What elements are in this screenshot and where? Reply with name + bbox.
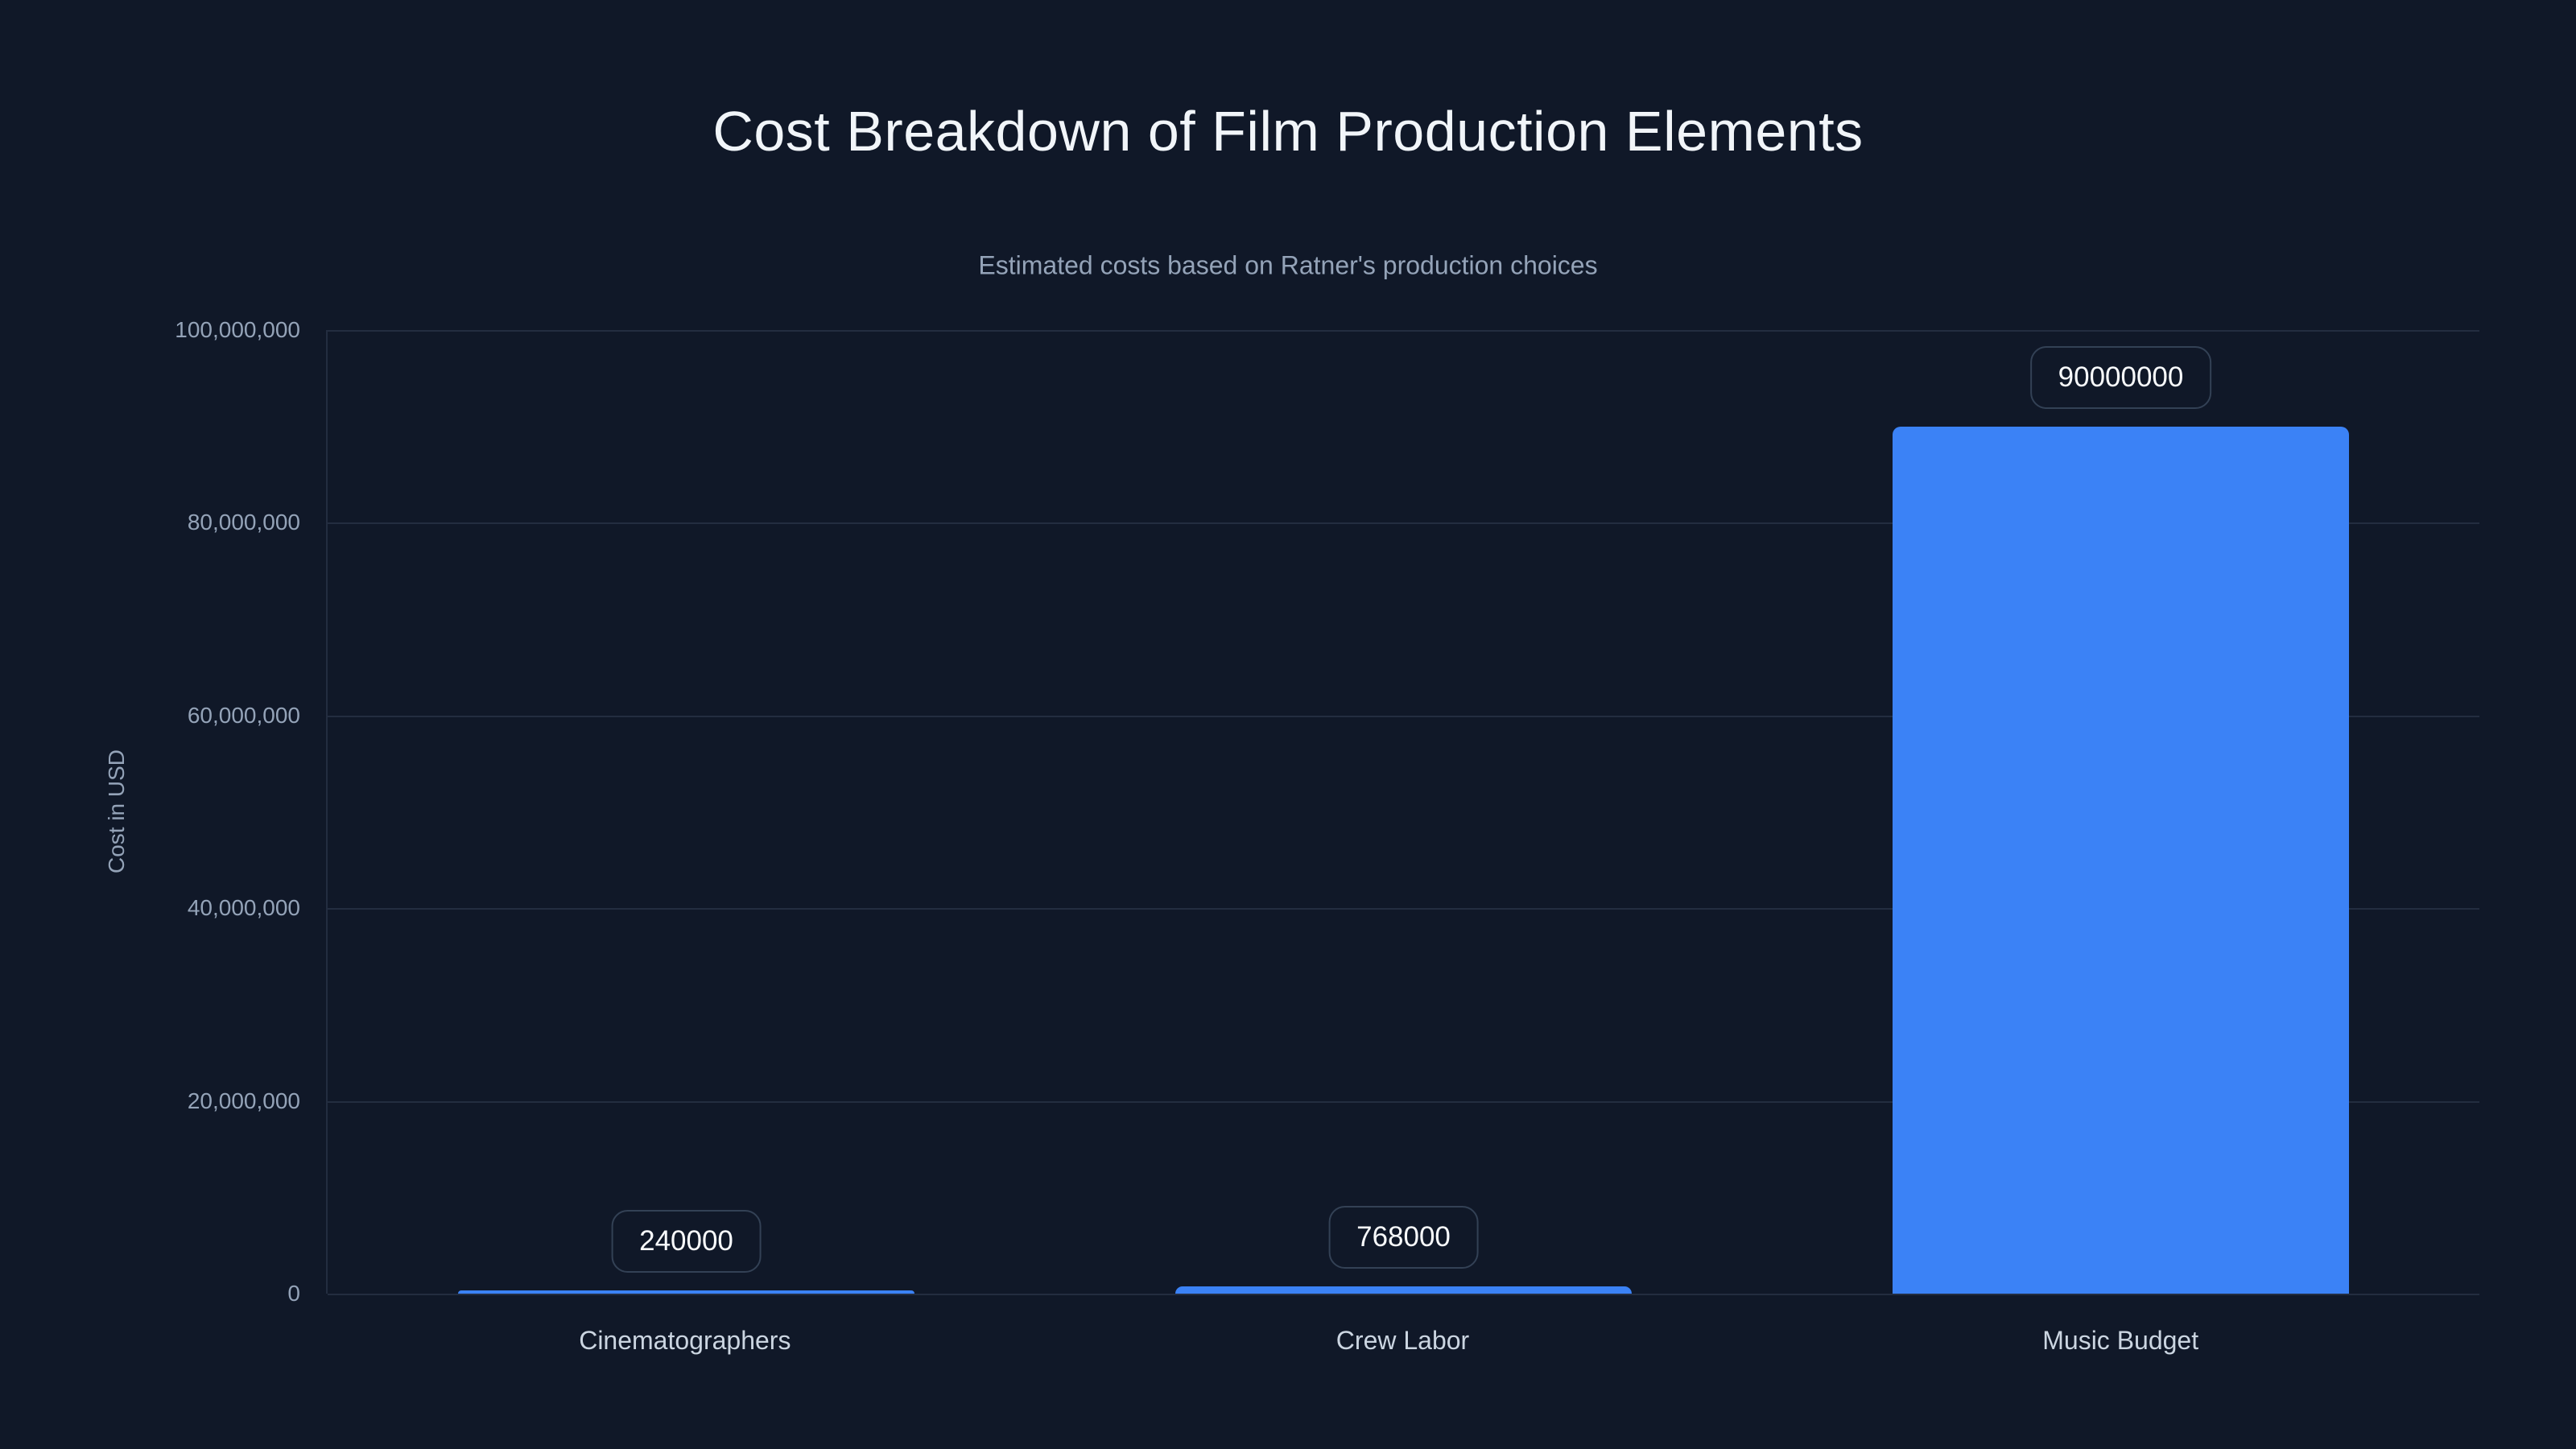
plot-area: 240000 768000 90000000 xyxy=(326,330,2479,1295)
x-label-music-budget: Music Budget xyxy=(2042,1326,2199,1355)
y-tick-label: 100,000,000 xyxy=(175,317,300,342)
x-label-cinematographers: Cinematographers xyxy=(579,1326,791,1355)
x-axis-labels: Cinematographers Crew Labor Music Budget xyxy=(326,1312,2479,1368)
y-axis-ticks: 100,000,000 80,000,000 60,000,000 40,000… xyxy=(0,317,300,1306)
value-badge-cinematographers: 240000 xyxy=(611,1210,762,1273)
category-band-crew-labor: 768000 xyxy=(1045,330,1762,1294)
bar-music-budget xyxy=(1892,426,2350,1294)
category-band-music-budget: 90000000 xyxy=(1762,330,2479,1294)
category-band-cinematographers: 240000 xyxy=(328,330,1045,1294)
x-label-crew-labor: Crew Labor xyxy=(1335,1326,1470,1355)
chart-subtitle: Estimated costs based on Ratner's produc… xyxy=(978,250,1598,280)
gridline xyxy=(328,1294,2479,1295)
y-tick-label: 0 xyxy=(287,1281,300,1306)
chart-title: Cost Breakdown of Film Production Elemen… xyxy=(712,100,1864,163)
y-tick-label: 40,000,000 xyxy=(187,895,300,921)
y-tick-label: 60,000,000 xyxy=(187,702,300,728)
value-badge-crew-labor: 768000 xyxy=(1328,1205,1479,1269)
bar-cinematographers xyxy=(457,1290,915,1294)
y-tick-label: 20,000,000 xyxy=(187,1088,300,1113)
value-badge-music-budget: 90000000 xyxy=(2029,345,2212,409)
y-tick-label: 80,000,000 xyxy=(187,510,300,535)
bar-crew-labor xyxy=(1174,1286,1633,1294)
